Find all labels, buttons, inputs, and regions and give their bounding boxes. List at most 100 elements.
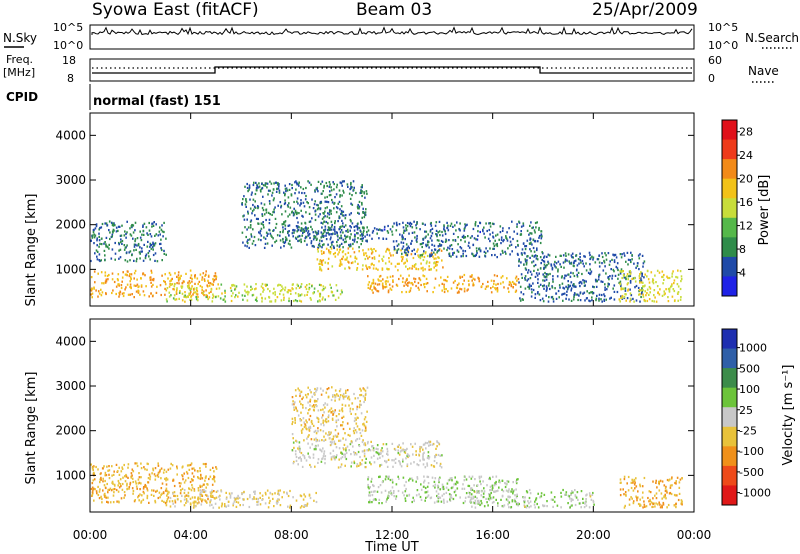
heatmap-cell bbox=[284, 210, 287, 213]
heatmap-cell bbox=[622, 270, 624, 273]
heatmap-cell bbox=[495, 283, 497, 286]
heatmap-cell bbox=[508, 244, 511, 247]
heatmap-cell bbox=[196, 290, 199, 293]
heatmap-cell bbox=[190, 478, 193, 481]
heatmap-cell bbox=[142, 272, 144, 275]
heatmap-cell bbox=[153, 221, 155, 224]
heatmap-cell bbox=[123, 244, 126, 247]
heatmap-cell bbox=[589, 495, 592, 498]
heatmap-cell bbox=[451, 248, 454, 251]
heatmap-cell bbox=[400, 255, 403, 258]
heatmap-cell bbox=[121, 292, 124, 295]
heatmap-cell bbox=[324, 261, 327, 264]
heatmap-cell bbox=[357, 211, 359, 214]
heatmap-cell bbox=[384, 459, 386, 463]
heatmap-cell bbox=[312, 238, 315, 241]
heatmap-cell bbox=[471, 235, 473, 238]
heatmap-cell bbox=[458, 282, 460, 285]
heatmap-cell bbox=[496, 274, 498, 278]
heatmap-cell bbox=[314, 189, 316, 192]
heatmap-cell bbox=[108, 229, 110, 232]
heatmap-cell bbox=[135, 284, 137, 287]
heatmap-cell bbox=[300, 202, 302, 205]
heatmap-cell bbox=[515, 480, 518, 483]
heatmap-cell bbox=[160, 293, 162, 297]
heatmap-cell bbox=[416, 250, 418, 253]
heatmap-cell bbox=[106, 224, 109, 227]
heatmap-cell bbox=[322, 430, 325, 433]
heatmap-cell bbox=[627, 278, 629, 281]
heatmap-cell bbox=[640, 281, 643, 284]
heatmap-cell bbox=[323, 452, 325, 455]
heatmap-cell bbox=[137, 496, 139, 499]
heatmap-cell bbox=[424, 236, 427, 239]
heatmap-cell bbox=[309, 404, 311, 407]
heatmap-cell bbox=[266, 242, 269, 245]
heatmap-cell bbox=[432, 291, 434, 294]
heatmap-cell bbox=[219, 297, 222, 300]
heatmap-cell bbox=[415, 494, 418, 497]
heatmap-cell bbox=[664, 493, 666, 496]
heatmap-cell bbox=[387, 224, 389, 228]
heatmap-cell bbox=[232, 504, 234, 507]
heatmap-cell bbox=[339, 261, 342, 264]
heatmap-cell bbox=[324, 225, 327, 228]
heatmap-cell bbox=[449, 496, 452, 499]
heatmap-cell bbox=[338, 228, 340, 231]
heatmap-cell bbox=[477, 490, 479, 493]
heatmap-cell bbox=[300, 495, 303, 498]
heatmap-cell bbox=[248, 188, 250, 191]
heatmap-cell bbox=[285, 239, 287, 242]
heatmap-cell bbox=[265, 493, 267, 496]
heatmap-cell bbox=[363, 252, 365, 255]
heatmap-cell bbox=[342, 421, 344, 424]
nave-tick-top: 60 bbox=[708, 54, 722, 67]
heatmap-cell bbox=[300, 390, 302, 394]
heatmap-cell bbox=[342, 437, 344, 440]
heatmap-cell bbox=[150, 493, 153, 496]
heatmap-cell bbox=[534, 231, 536, 234]
heatmap-cell bbox=[101, 222, 104, 226]
heatmap-cell bbox=[118, 466, 120, 469]
heatmap-cell bbox=[135, 290, 138, 293]
heatmap-cell bbox=[302, 417, 305, 420]
heatmap-cell bbox=[524, 258, 527, 261]
heatmap-cell bbox=[454, 476, 456, 479]
heatmap-cell bbox=[296, 183, 298, 186]
heatmap-cell bbox=[426, 290, 428, 293]
heatmap-cell bbox=[666, 275, 668, 278]
heatmap-cell bbox=[93, 228, 95, 231]
heatmap-cell bbox=[96, 244, 98, 247]
heatmap-cell bbox=[456, 283, 459, 287]
heatmap-cell bbox=[335, 211, 338, 214]
heatmap-cell bbox=[546, 255, 548, 258]
heatmap-cell bbox=[308, 493, 311, 496]
heatmap-cell bbox=[264, 297, 267, 300]
heatmap-cell bbox=[284, 241, 287, 244]
heatmap-cell bbox=[268, 200, 271, 203]
heatmap-cell bbox=[366, 267, 369, 270]
heatmap-cell bbox=[574, 494, 577, 497]
heatmap-cell bbox=[428, 456, 431, 459]
heatmap-cell bbox=[263, 288, 265, 291]
heatmap-cell bbox=[199, 469, 201, 473]
heatmap-cell bbox=[140, 476, 142, 479]
heatmap-cell bbox=[381, 284, 384, 287]
heatmap-cell bbox=[174, 298, 176, 301]
heatmap-cell bbox=[422, 242, 424, 245]
heatmap-cell bbox=[287, 242, 290, 245]
heatmap-cell bbox=[407, 282, 409, 285]
heatmap-cell bbox=[598, 297, 600, 300]
heatmap-cell bbox=[362, 387, 365, 390]
heatmap-cell bbox=[325, 421, 328, 424]
heatmap-cell bbox=[372, 229, 375, 233]
heatmap-cell bbox=[329, 440, 332, 443]
heatmap-cell bbox=[364, 211, 367, 214]
heatmap-cell bbox=[125, 273, 128, 276]
heatmap-cell bbox=[430, 464, 433, 467]
heatmap-cell bbox=[447, 224, 449, 227]
heatmap-cell bbox=[626, 273, 629, 276]
heatmap-cell bbox=[447, 479, 450, 482]
heatmap-cell bbox=[383, 225, 386, 228]
heatmap-cell bbox=[256, 185, 259, 188]
